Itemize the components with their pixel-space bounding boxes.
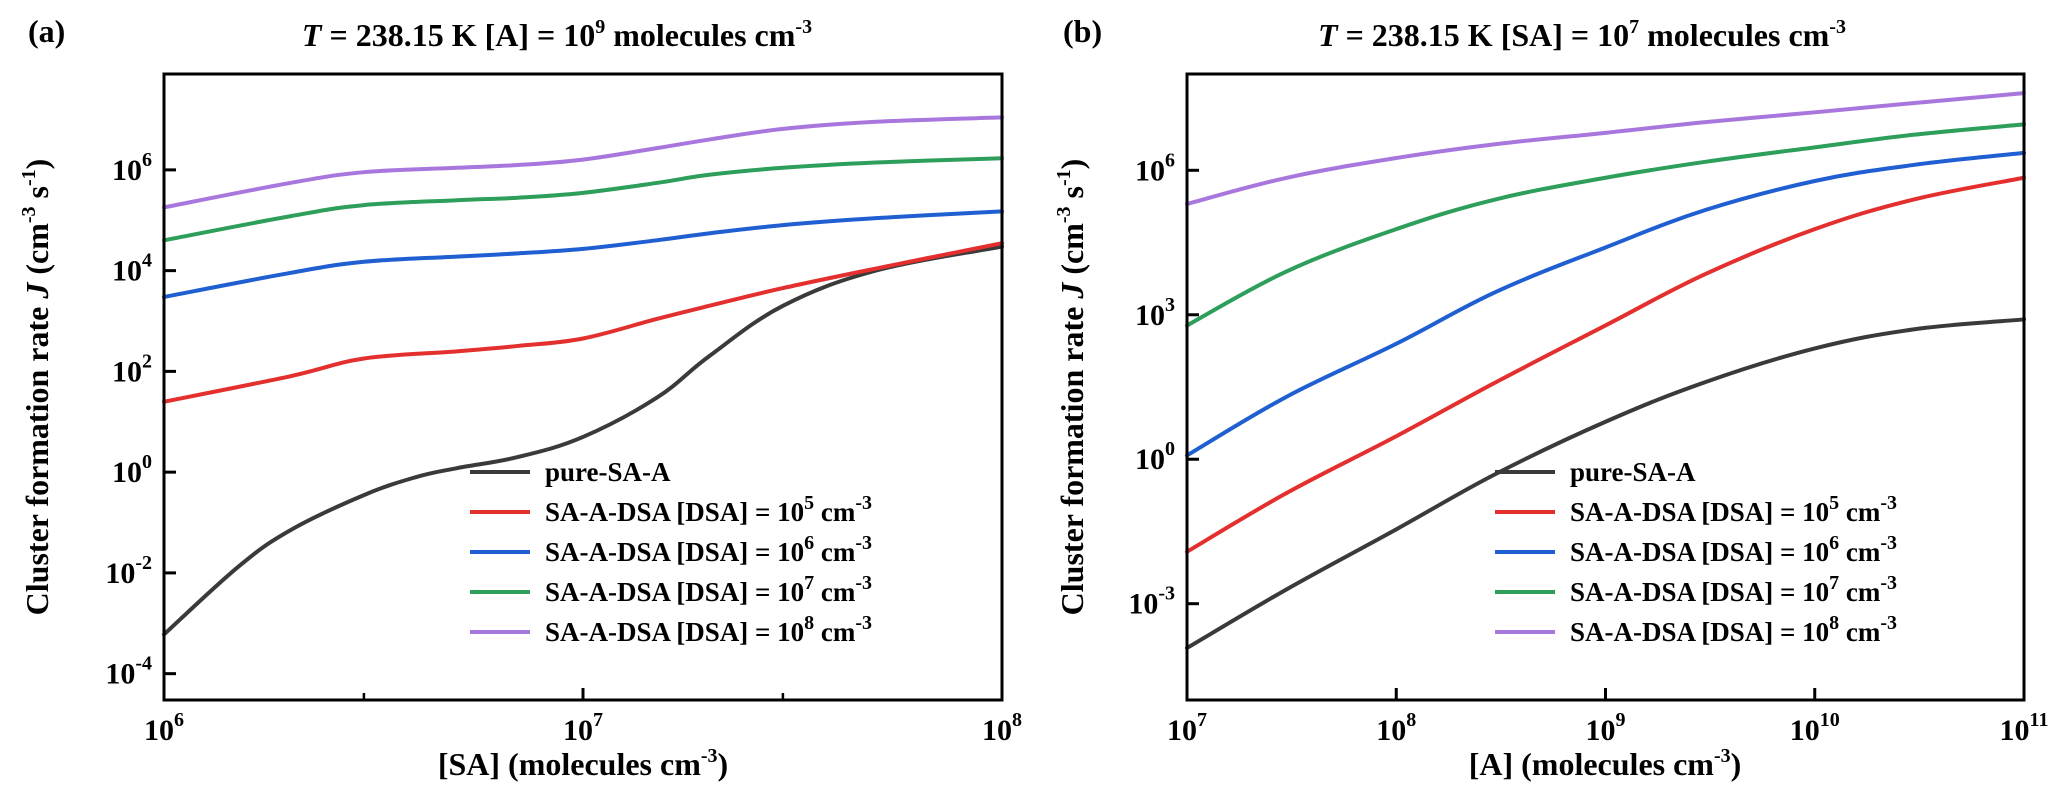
x-tick-label: 1011 <box>2000 709 2049 747</box>
x-tick-label: 107 <box>563 709 603 747</box>
y-tick-label: 106 <box>1135 149 1175 187</box>
panel-b-y-axis-label: Cluster formation rate J (cm-3 s-1) <box>1053 159 1090 616</box>
legend-entry-dsa5: SA-A-DSA [DSA] = 105 cm-3 <box>1495 492 1897 527</box>
panel-a-y-tick-labels: 10-4 10-2 100 102 104 106 <box>105 149 152 691</box>
legend-label: SA-A-DSA [DSA] = 107 cm-3 <box>545 572 872 607</box>
legend-label: SA-A-DSA [DSA] = 106 cm-3 <box>1570 532 1897 567</box>
panel-b-y-tick-labels: 10-3 100 103 106 <box>1128 149 1175 620</box>
panel-b: (b) T = 238.15 K [SA] = 107 molecules cm… <box>1053 13 2048 782</box>
panel-a-letter: (a) <box>28 13 65 49</box>
series-line-dsa7 <box>162 156 1004 243</box>
legend-label: SA-A-DSA [DSA] = 105 cm-3 <box>545 492 872 527</box>
legend-entry-pure: pure-SA-A <box>470 457 671 487</box>
y-tick-label: 102 <box>112 350 152 388</box>
legend-label: SA-A-DSA [DSA] = 105 cm-3 <box>1570 492 1897 527</box>
x-tick-label: 106 <box>144 709 184 747</box>
panel-a-series-lines <box>162 115 1004 637</box>
x-tick-label: 1010 <box>1790 709 1840 747</box>
y-tick-label: 10-2 <box>105 552 152 590</box>
legend-entry-dsa8: SA-A-DSA [DSA] = 108 cm-3 <box>470 612 872 647</box>
y-tick-label: 103 <box>1135 294 1175 332</box>
series-line-dsa5 <box>162 241 1004 404</box>
x-tick-label: 108 <box>982 709 1022 747</box>
legend-entry-dsa7: SA-A-DSA [DSA] = 107 cm-3 <box>1495 572 1897 607</box>
panel-b-letter: (b) <box>1063 13 1102 49</box>
panel-b-title: T = 238.15 K [SA] = 107 molecules cm-3 <box>1318 16 1846 53</box>
panel-b-plot-area <box>1185 72 2026 702</box>
legend-label: SA-A-DSA [DSA] = 108 cm-3 <box>1570 612 1897 647</box>
panel-b-series-lines <box>1185 91 2026 651</box>
panel-b-x-tick-labels: 107 108 109 1010 1011 <box>1167 709 2048 747</box>
series-line-dsa8 <box>1185 91 2026 206</box>
series-line-dsa7 <box>1185 122 2026 328</box>
series-line-dsa6 <box>1185 150 2026 458</box>
legend-entry-dsa6: SA-A-DSA [DSA] = 106 cm-3 <box>1495 532 1897 567</box>
y-tick-label: 106 <box>112 149 152 187</box>
legend-entry-dsa7: SA-A-DSA [DSA] = 107 cm-3 <box>470 572 872 607</box>
series-line-dsa6 <box>162 209 1004 299</box>
panel-a-frame <box>162 72 1004 702</box>
legend-entry-pure: pure-SA-A <box>1495 457 1696 487</box>
y-tick-label: 10-3 <box>1128 583 1175 621</box>
series-line-pure <box>162 244 1004 637</box>
panel-a-plot-area <box>162 72 1004 702</box>
legend-entry-dsa8: SA-A-DSA [DSA] = 108 cm-3 <box>1495 612 1897 647</box>
panel-a: (a) T = 238.15 K [A] = 109 molecules cm-… <box>18 13 1022 782</box>
x-tick-label: 107 <box>1167 709 1207 747</box>
panel-b-frame <box>1185 72 2026 702</box>
panel-a-y-axis-label: Cluster formation rate J (cm-3 s-1) <box>18 159 55 616</box>
panel-a-legend: pure-SA-A SA-A-DSA [DSA] = 105 cm-3 SA-A-D… <box>470 457 872 647</box>
y-tick-label: 104 <box>112 250 152 288</box>
panel-b-x-axis-label: [A] (molecules cm-3) <box>1469 745 1742 782</box>
y-tick-label: 100 <box>112 451 152 489</box>
y-tick-label: 10-4 <box>105 653 152 691</box>
legend-label: SA-A-DSA [DSA] = 106 cm-3 <box>545 532 872 567</box>
panel-b-legend: pure-SA-A SA-A-DSA [DSA] = 105 cm-3 SA-A-D… <box>1495 457 1897 647</box>
series-line-pure <box>1185 317 2026 651</box>
series-line-dsa8 <box>162 115 1004 210</box>
legend-label: SA-A-DSA [DSA] = 107 cm-3 <box>1570 572 1897 607</box>
panel-a-x-tick-labels: 106 107 108 <box>144 709 1022 747</box>
x-tick-label: 108 <box>1376 709 1416 747</box>
x-tick-label: 109 <box>1586 709 1626 747</box>
series-line-dsa5 <box>1185 175 2026 554</box>
panel-a-title: T = 238.15 K [A] = 109 molecules cm-3 <box>302 16 812 53</box>
panel-a-x-axis-label: [SA] (molecules cm-3) <box>438 745 728 782</box>
y-tick-label: 100 <box>1135 438 1175 476</box>
legend-entry-dsa6: SA-A-DSA [DSA] = 106 cm-3 <box>470 532 872 567</box>
legend-label: SA-A-DSA [DSA] = 108 cm-3 <box>545 612 872 647</box>
legend-label: pure-SA-A <box>1570 457 1696 487</box>
legend-label: pure-SA-A <box>545 457 671 487</box>
legend-entry-dsa5: SA-A-DSA [DSA] = 105 cm-3 <box>470 492 872 527</box>
